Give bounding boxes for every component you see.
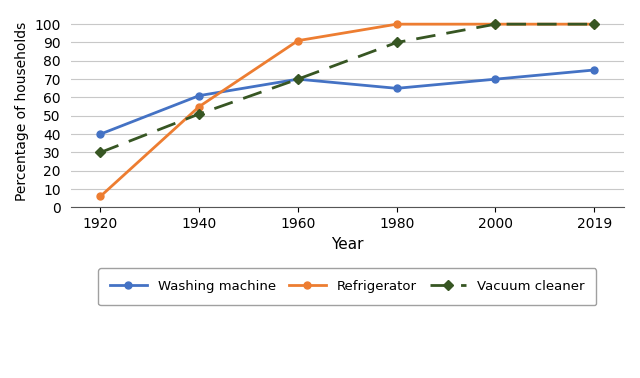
Vacuum cleaner <box>393 40 401 45</box>
Vacuum cleaner <box>590 22 598 26</box>
Vacuum cleaner <box>294 77 301 81</box>
Vacuum cleaner <box>97 150 104 155</box>
Vacuum cleaner <box>492 22 499 26</box>
Washing machine <box>294 77 301 81</box>
X-axis label: Year: Year <box>331 237 364 252</box>
Legend: Washing machine, Refrigerator, Vacuum cleaner: Washing machine, Refrigerator, Vacuum cl… <box>98 268 596 305</box>
Washing machine <box>590 68 598 72</box>
Refrigerator <box>195 104 203 109</box>
Refrigerator <box>393 22 401 26</box>
Refrigerator <box>294 39 301 43</box>
Line: Refrigerator: Refrigerator <box>97 21 598 200</box>
Washing machine <box>97 132 104 136</box>
Refrigerator <box>492 22 499 26</box>
Washing machine <box>393 86 401 91</box>
Vacuum cleaner <box>195 112 203 116</box>
Washing machine <box>195 93 203 98</box>
Line: Washing machine: Washing machine <box>97 67 598 138</box>
Y-axis label: Percentage of households: Percentage of households <box>15 22 29 201</box>
Line: Vacuum cleaner: Vacuum cleaner <box>97 21 598 156</box>
Refrigerator <box>97 194 104 199</box>
Washing machine <box>492 77 499 81</box>
Refrigerator <box>590 22 598 26</box>
